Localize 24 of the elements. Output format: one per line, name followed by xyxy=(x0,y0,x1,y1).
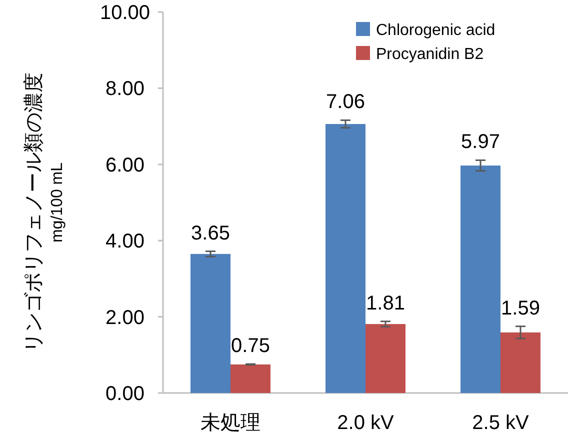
y-tick-label: 4.00 xyxy=(106,230,144,253)
data-label: 5.97 xyxy=(461,131,500,154)
y-axis-title: リンゴポリフェノール類の濃度 mg/100 mL xyxy=(23,72,66,352)
bar xyxy=(230,364,270,393)
bar xyxy=(190,254,230,393)
bar xyxy=(366,324,406,393)
y-tick-label: 10.00 xyxy=(100,2,150,24)
legend-label: Procyanidin B2 xyxy=(376,46,484,63)
data-label: 1.59 xyxy=(501,297,540,320)
x-tick-label: 2.5 kV xyxy=(472,412,530,434)
y-tick-label: 8.00 xyxy=(106,78,144,100)
y-tick-label: 0.00 xyxy=(106,383,144,405)
bar xyxy=(326,124,366,393)
y-tick-label: 2.00 xyxy=(106,306,144,329)
y-tick-label: 6.00 xyxy=(106,154,144,176)
data-label: 0.75 xyxy=(231,335,270,358)
bar xyxy=(500,332,540,393)
x-tick-label: 未処理 xyxy=(200,412,260,434)
bar xyxy=(460,166,500,393)
data-label: 1.81 xyxy=(366,292,405,314)
x-tick-label: 2.0 kV xyxy=(337,412,395,434)
data-label: 3.65 xyxy=(191,222,230,244)
legend-label: Chlorogenic acid xyxy=(376,22,496,39)
data-label: 7.06 xyxy=(326,91,365,114)
